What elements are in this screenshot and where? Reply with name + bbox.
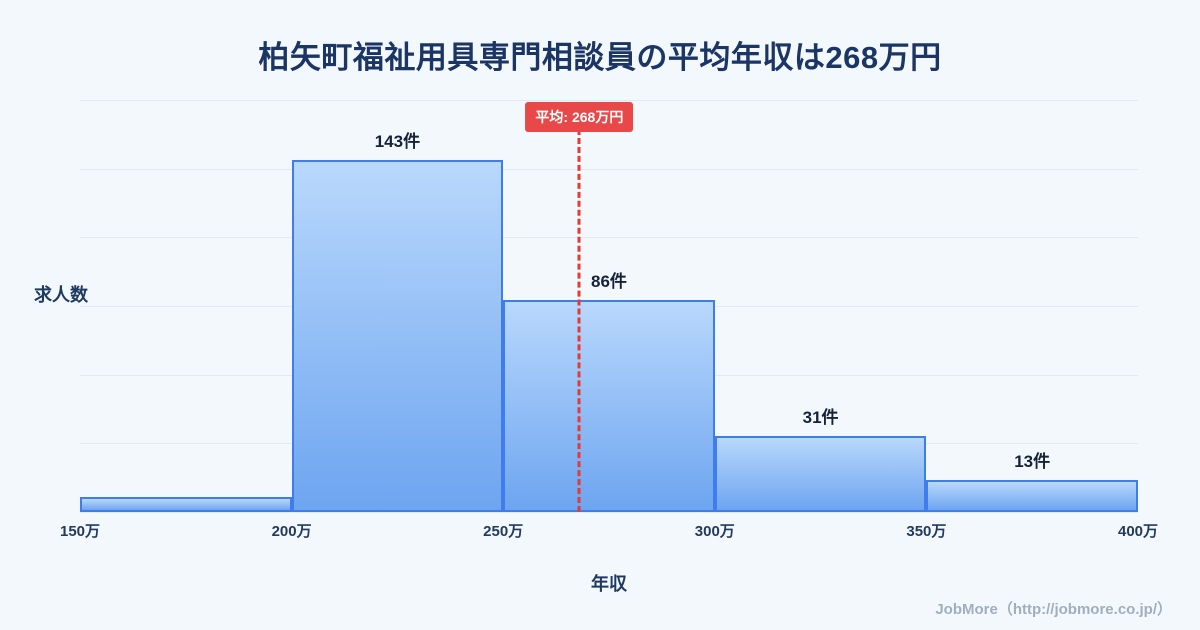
histogram-bar	[714, 436, 927, 512]
gridline	[80, 168, 1138, 170]
bar-value-label: 86件	[591, 272, 627, 291]
x-tick-label: 350万	[906, 523, 947, 540]
y-axis-label: 求人数	[34, 285, 88, 305]
x-tick-label: 200万	[271, 523, 312, 540]
footer-credit: JobMore（http://jobmore.co.jp/）	[935, 601, 1172, 618]
histogram-bar	[926, 480, 1138, 512]
gridline	[80, 237, 1138, 239]
x-tick-label: 250万	[483, 523, 524, 540]
mean-line	[577, 129, 581, 512]
x-tick-label: 150万	[59, 523, 101, 540]
bar-value-label: 143件	[374, 132, 421, 151]
bar-value-label: 31件	[802, 408, 839, 427]
histogram-bar	[291, 160, 504, 512]
x-tick-label: 300万	[694, 523, 735, 540]
gridline	[80, 512, 1138, 513]
x-tick-label: 400万	[1117, 523, 1159, 540]
gridline	[80, 100, 1138, 101]
histogram-bar	[503, 300, 715, 512]
chart-title: 柏矢町福祉用具専門相談員の平均年収は268万円	[258, 40, 942, 75]
plot-area: 143件 86件 31件 13件 平均: 268万円 150万 200万 250万 300万…	[60, 100, 1158, 540]
mean-badge: 平均: 268万円	[525, 102, 634, 132]
bar-value-label: 13件	[1014, 452, 1051, 471]
histogram-bar	[80, 497, 292, 512]
x-axis-label: 年収	[591, 574, 627, 594]
